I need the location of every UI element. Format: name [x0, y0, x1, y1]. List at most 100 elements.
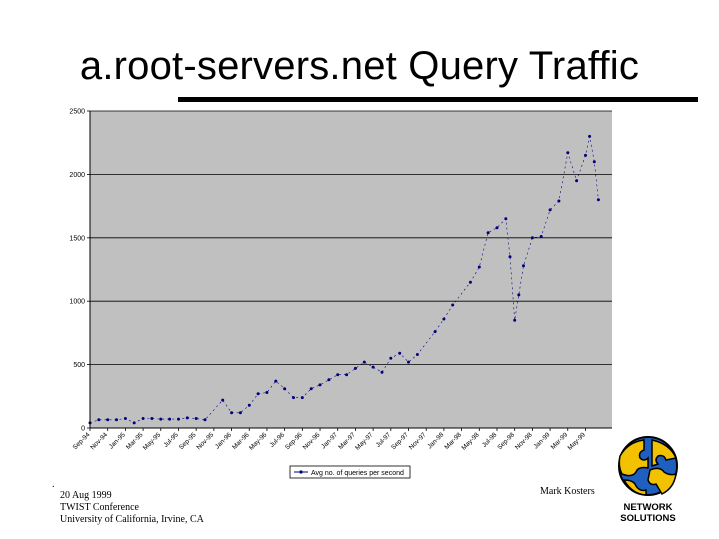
- data-point: [132, 421, 136, 425]
- data-point: [265, 391, 269, 394]
- x-tick-label: May-95: [142, 431, 163, 452]
- data-point: [106, 418, 110, 422]
- logo-line-1: NETWORK: [623, 502, 672, 513]
- x-tick-label: May-97: [354, 431, 375, 452]
- x-tick-label: Sep-95: [178, 431, 198, 451]
- data-point: [362, 360, 366, 364]
- data-point: [300, 396, 304, 400]
- data-point: [592, 160, 596, 164]
- x-tick-label: Jan-96: [214, 431, 233, 450]
- data-point: [530, 236, 534, 240]
- data-point: [468, 280, 472, 284]
- data-point: [194, 417, 198, 420]
- footer-info: 20 Aug 1999 TWIST Conference University …: [60, 490, 204, 526]
- x-tick-label: Sep-94: [72, 431, 92, 451]
- data-point: [557, 199, 561, 203]
- data-point: [353, 366, 357, 370]
- data-point: [539, 235, 543, 238]
- data-point: [407, 360, 410, 364]
- data-point: [203, 418, 207, 422]
- legend-marker: [299, 470, 303, 474]
- x-tick-label: Nov-94: [89, 431, 109, 451]
- network-solutions-logo: NETWORK SOLUTIONS: [618, 436, 678, 524]
- x-tick-label: Jan-95: [108, 431, 127, 450]
- x-tick-label: May-99: [567, 431, 588, 452]
- data-point: [97, 418, 101, 422]
- x-tick-label: Nov-97: [408, 431, 428, 451]
- plot-area: [90, 111, 612, 428]
- y-tick-label: 2500: [69, 109, 85, 116]
- data-point: [588, 134, 592, 138]
- title-underline: [178, 97, 698, 102]
- data-point: [522, 264, 525, 268]
- series-avg-queries: [88, 134, 600, 425]
- x-tick-label: Sep-98: [496, 431, 516, 451]
- data-point: [596, 198, 600, 202]
- data-point: [371, 365, 375, 369]
- x-tick-label: Jan-99: [532, 431, 551, 450]
- x-tick-label: May-96: [248, 431, 269, 452]
- data-point: [256, 392, 260, 396]
- y-tick-label: 0: [81, 426, 85, 433]
- data-point: [548, 208, 552, 212]
- data-point: [575, 179, 579, 183]
- data-point: [415, 353, 419, 356]
- y-tick-label: 1500: [69, 235, 85, 242]
- y-tick-label: 2000: [69, 172, 85, 179]
- y-tick-label: 500: [73, 362, 85, 369]
- x-tick-label: Jan-98: [426, 431, 445, 450]
- slide-title: a.root-servers.net Query Traffic: [79, 44, 640, 88]
- data-point: [433, 330, 437, 334]
- x-tick-label: May-98: [460, 431, 481, 452]
- y-axis-ticks: 0 500 1000 1500 2000 2500: [69, 109, 90, 433]
- x-tick-label: Sep-97: [390, 431, 410, 451]
- data-point: [150, 417, 154, 420]
- x-tick-label: Nov-95: [196, 431, 216, 451]
- data-point: [238, 411, 242, 415]
- puzzle-globe-icon: [618, 436, 678, 496]
- data-point: [247, 403, 251, 407]
- legend-label: Avg no. of queries per second: [311, 470, 404, 477]
- data-point: [274, 379, 278, 383]
- footer-mark: .: [52, 479, 55, 490]
- data-point: [477, 265, 481, 269]
- data-point: [513, 318, 517, 322]
- data-point: [442, 317, 446, 321]
- x-tick-label: Nov-96: [302, 431, 322, 451]
- x-tick-label: Sep-96: [284, 431, 304, 451]
- data-point: [336, 373, 340, 377]
- data-point: [159, 417, 163, 421]
- data-point: [508, 255, 512, 259]
- data-point: [230, 411, 234, 415]
- data-point: [380, 370, 384, 374]
- data-point: [486, 231, 490, 235]
- data-point: [318, 383, 322, 387]
- data-point: [327, 378, 331, 382]
- data-point: [398, 351, 402, 355]
- data-point: [141, 417, 145, 420]
- data-point: [584, 153, 587, 157]
- footer-author: Mark Kosters: [540, 486, 595, 497]
- data-point: [283, 387, 287, 391]
- data-point: [345, 373, 349, 377]
- data-point: [389, 356, 393, 360]
- x-tick-label: Nov-98: [514, 431, 534, 451]
- data-point: [185, 416, 189, 420]
- gridlines: [90, 110, 612, 366]
- data-point: [292, 396, 295, 400]
- data-point: [566, 151, 570, 155]
- y-tick-label: 1000: [69, 299, 85, 306]
- legend-box: [289, 465, 411, 479]
- legend: Avg no. of queries per second: [289, 465, 411, 479]
- data-point: [221, 398, 225, 402]
- x-tick-label: Jan-97: [320, 431, 339, 450]
- data-point: [517, 293, 521, 297]
- data-point: [123, 417, 127, 420]
- data-point: [451, 303, 455, 307]
- footer-venue: University of California, Irvine, CA: [60, 514, 204, 525]
- data-point: [168, 417, 172, 421]
- data-point: [504, 217, 508, 221]
- data-point: [115, 418, 118, 422]
